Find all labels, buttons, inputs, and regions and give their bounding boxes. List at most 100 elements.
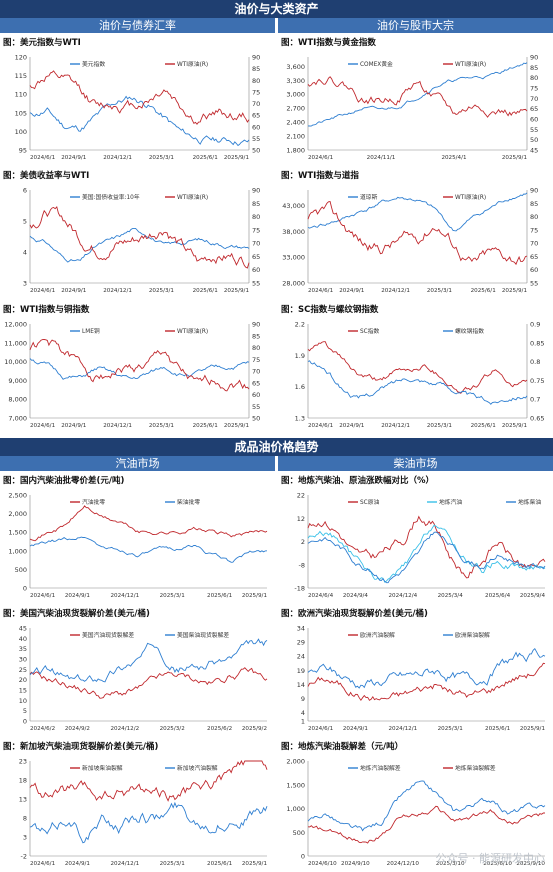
series-line-1 [307,192,528,232]
y-tick-label: 1.3 [295,415,305,423]
y-tick-label: 9 [301,695,305,703]
y-tick-label: 3,000 [286,91,305,99]
x-tick-label: 2024/6/1 [30,861,56,867]
y-tick-label: 500 [15,566,27,574]
series-line-1 [29,227,250,263]
y-tick-label: 2,000 [286,758,305,766]
x-tick-label: 2024/12/1 [103,155,132,161]
chart-panel-sc-rebar: 图：SC指数与螺纹钢指数 1.3 1.6 1.9 2.2 0.65 0.7 0.75 0.8 0… [278,302,553,434]
x-tick-label: 2025/3/1 [149,288,175,294]
y2-tick-label: 85 [530,200,538,208]
legend-label: 地炼柴油 [518,498,541,506]
x-tick-label: 2024/6/1 [308,155,334,161]
y-tick-label: 120 [15,54,27,62]
x-tick-label: 2025/9/1 [242,861,268,867]
chart-panel-usd-wti: 图：美元指数与WTI 95 100 105 110 115 120 50 55 60 65 70 75… [0,35,275,166]
y-tick-label: 22 [297,492,305,500]
legend-label: WTI原油(R) [177,193,208,201]
series-line-1 [29,759,268,802]
series-line-2 [29,70,250,125]
legend-label: LME铜 [82,327,100,335]
series-line-2 [29,801,268,844]
chart-title: 图：美国汽柴油现货裂解价差(美元/桶) [3,609,150,619]
series-line-2 [307,360,528,405]
y2-tick-label: 85 [252,200,260,208]
y2-tick-label: 90 [252,187,260,195]
chart-svg: 0 5 10 15 20 25 30 35 40 45 2024/6/2 2024/9/2 2024/1… [19,625,268,732]
chart-title: 图：地炼汽柴油裂解差（元/吨） [281,742,404,752]
chart-panel-sg-cracks: 图：新加坡汽柴油现货裂解价差(美元/桶) -2 3 8 13 18 23 2024/6/1 2… [0,739,275,872]
subheader-stocks-commodities: 油价与股市大宗 [278,18,553,33]
legend-label: SC指数 [360,327,380,335]
x-tick-label: 2025/6/1 [471,423,497,429]
y-tick-label: 95 [19,147,27,155]
x-tick-label: 2024/9/1 [339,423,365,429]
legend-label: 美元指数 [82,60,105,68]
y-tick-label: 43,000 [282,202,305,210]
y-tick-label: 34 [297,625,305,633]
chart-title: 图：国内汽柴油批零价差(元/吨) [3,476,125,486]
subheader-bonds-fx: 油价与债券汇率 [0,18,275,33]
series-line-2 [29,638,268,683]
y-tick-label: 35 [19,645,27,653]
x-tick-label: 2025/3/1 [149,423,175,429]
y2-tick-label: 65 [530,105,538,113]
y2-tick-label: 0.8 [530,358,540,366]
y-tick-label: 9,000 [8,377,27,385]
x-tick-label: 2024/12/1 [110,861,139,867]
y-tick-label: 2,100 [286,133,305,141]
banner-assets: 油价与大类资产 [0,0,553,18]
x-tick-label: 2025/9/1 [242,593,268,599]
y2-tick-label: 70 [252,368,260,376]
x-tick-label: 2025/6/10 [483,861,512,867]
series-line-1 [307,62,528,127]
chart-svg: 28,000 33,000 38,000 43,000 55 60 65 70 75 80 85 90… [282,187,538,295]
y-tick-label: 0 [301,853,305,861]
x-tick-label: 2025/3/1 [160,593,186,599]
legend-label: SC原油 [360,498,380,506]
y-tick-label: 18 [19,777,27,785]
legend-label: 新加坡柴油裂解 [82,764,123,772]
chart-panel-teapot-cracks: 图：地炼汽柴油裂解差（元/吨） 0 500 1,000 1,500 2,000 2024/… [278,739,553,872]
y-tick-label: 4 [23,249,27,257]
legend-label: WTI原油(R) [177,60,208,68]
y-tick-label: 45 [19,625,27,633]
y-tick-label: 11,000 [4,339,27,347]
series-line-1 [307,780,546,832]
series-line-2 [29,205,250,269]
x-tick-label: 2025/9/1 [520,726,546,732]
y-tick-label: 3,600 [286,63,305,71]
y-tick-label: 13 [19,796,27,804]
y2-tick-label: 85 [530,64,538,72]
x-tick-label: 2024/12/1 [381,423,410,429]
y-tick-label: 38,000 [282,228,305,236]
y-tick-label: 1,500 [8,529,27,537]
x-tick-label: 2024/6/2 [30,726,55,732]
series-line-3 [307,531,546,584]
x-tick-label: 2025/3/1 [427,423,453,429]
y-tick-label: 115 [15,72,27,80]
y2-tick-label: 60 [530,266,538,274]
y-tick-label: 10,000 [4,358,27,366]
x-tick-label: 2024/6/1 [308,726,334,732]
y-tick-label: -8 [299,561,305,569]
y-tick-label: 23 [19,758,27,766]
x-tick-label: 2025/6/1 [485,726,511,732]
subheader-gasoline: 汽油市场 [0,456,275,471]
x-tick-label: 2024/6/1 [30,423,56,429]
y-tick-label: 29 [297,639,305,647]
chart-title: 图：欧洲汽柴油现货裂解价差(美元/桶) [281,609,428,619]
x-tick-label: 2024/12/1 [381,288,410,294]
x-tick-label: 2024/6/1 [30,155,56,161]
y-tick-label: 1,000 [286,805,305,813]
y-tick-label: 2.2 [295,321,305,329]
x-tick-label: 2025/9/2 [242,726,267,732]
x-tick-label: 2024/12/10 [387,861,420,867]
chart-title: 图：美债收益率与WTI [3,171,90,181]
legend-label: 螺纹钢指数 [455,327,484,335]
y2-tick-label: 0.85 [530,339,544,347]
y-tick-label: 2 [301,538,305,546]
legend-label: WTI原油(R) [177,327,208,335]
y-tick-label: 28,000 [282,280,305,288]
y2-tick-label: 75 [252,356,260,364]
